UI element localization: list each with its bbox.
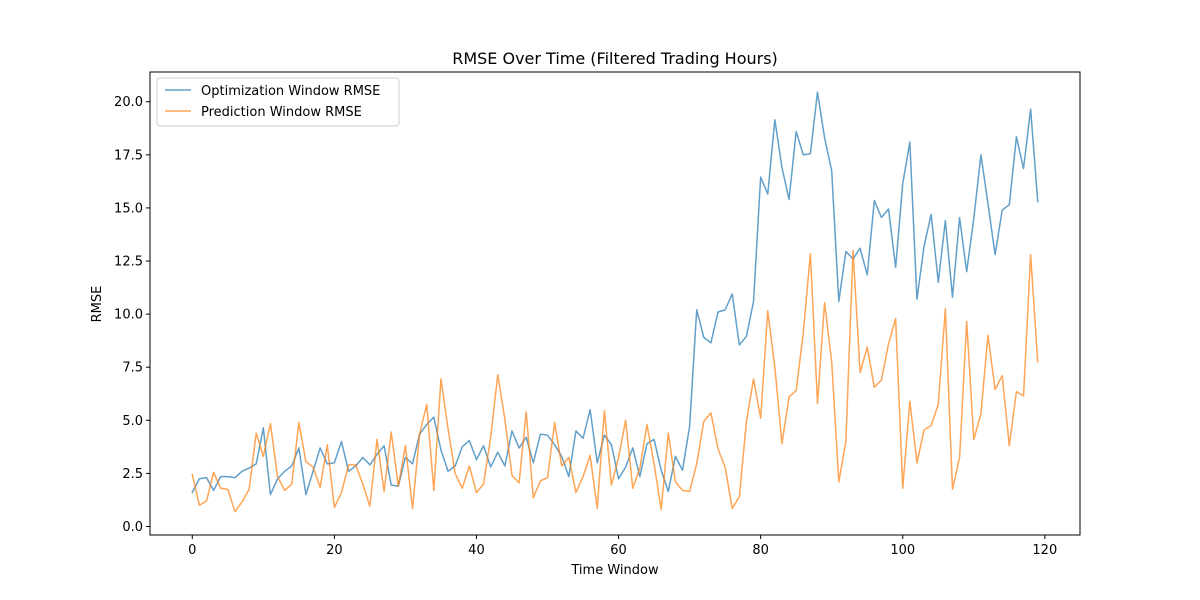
x-tick-label: 20 [326, 543, 343, 558]
legend: Optimization Window RMSE Prediction Wind… [156, 77, 400, 127]
series-line-prediction [191, 249, 1039, 513]
x-tick-label: 100 [890, 543, 915, 558]
x-tick-label: 60 [610, 543, 627, 558]
y-tick-label: 2.5 [122, 467, 143, 482]
x-axis: 0 20 40 60 80 100 120 [188, 535, 1057, 558]
y-tick-label: 7.5 [122, 361, 143, 376]
legend-frame [156, 77, 400, 127]
x-axis-label: Time Window [570, 563, 659, 578]
x-tick-label: 0 [188, 543, 196, 558]
chart-title: RMSE Over Time (Filtered Trading Hours) [452, 49, 778, 68]
y-tick-label: 0.0 [122, 520, 143, 535]
y-tick-label: 12.5 [114, 255, 143, 270]
legend-label-optimization: Optimization Window RMSE [201, 84, 380, 99]
y-axis: 0.0 2.5 5.0 7.5 10.0 12.5 15.0 17.5 20.0 [114, 95, 150, 535]
series-layer [191, 91, 1039, 513]
plot-area [149, 71, 1081, 536]
y-tick-label: 20.0 [114, 95, 143, 110]
y-tick-label: 5.0 [122, 414, 143, 429]
series-line-optimization [191, 91, 1039, 496]
x-tick-label: 120 [1032, 543, 1057, 558]
y-tick-label: 10.0 [114, 308, 143, 323]
x-tick-label: 80 [752, 543, 769, 558]
y-tick-label: 17.5 [114, 148, 143, 163]
y-axis-label: RMSE [90, 286, 105, 323]
legend-label-prediction: Prediction Window RMSE [201, 105, 362, 120]
y-tick-label: 15.0 [114, 201, 143, 216]
plot-frame [149, 71, 1081, 536]
x-tick-label: 40 [468, 543, 485, 558]
